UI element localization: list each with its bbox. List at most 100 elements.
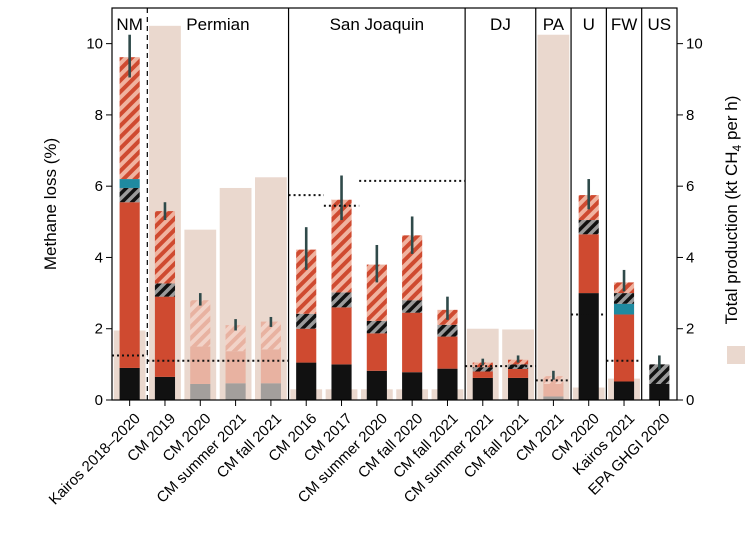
bar-segment-lighthatch xyxy=(190,300,211,347)
y2-tick-label: 2 xyxy=(686,321,694,338)
bar-segment-black xyxy=(331,364,352,400)
methane-bar xyxy=(402,235,423,400)
y2-tick-label: 6 xyxy=(686,178,694,195)
bar-segment-teal xyxy=(119,179,140,188)
bar-segment-blackhatch xyxy=(613,293,635,304)
bar-segment-gray xyxy=(543,396,564,400)
production-bar xyxy=(537,34,570,401)
bar-segment-red xyxy=(154,296,176,377)
bar-segment-redhatch xyxy=(402,235,423,301)
bar-segment-black xyxy=(154,376,176,400)
basin-label: PA xyxy=(543,15,565,34)
y2-tick-label: 8 xyxy=(686,107,694,124)
y-tick-label: 0 xyxy=(95,392,103,409)
basin-label: US xyxy=(648,15,672,34)
y2-axis-title: Total production (kt CH4 per h) xyxy=(722,96,744,325)
axes-layer: 0 2 4 6 8 10 0 2 4 6 8 10 xyxy=(86,36,702,409)
bar-segment-blackhatch xyxy=(119,187,140,203)
bar-segment-red xyxy=(331,307,352,365)
bar-segment-red xyxy=(437,336,458,369)
basin-label: Permian xyxy=(186,15,249,34)
basin-label: San Joaquin xyxy=(330,15,425,34)
bar-segment-black xyxy=(613,381,635,400)
legend-swatch-production xyxy=(727,346,745,364)
methane-bar xyxy=(190,300,211,400)
bar-segment-red xyxy=(508,368,529,378)
bar-segment-red xyxy=(366,333,387,371)
bar-segment-blackhatch xyxy=(402,300,423,313)
methane-bar xyxy=(296,249,317,400)
bar-segment-blackhatch xyxy=(472,367,493,372)
bar-segment-redhatch xyxy=(331,199,352,293)
bar-segment-blackhatch xyxy=(649,364,670,384)
bar-segment-gray xyxy=(225,383,246,400)
basin-label: FW xyxy=(611,15,637,34)
bar-segment-red xyxy=(472,371,493,378)
y2-tick-label: 0 xyxy=(686,392,694,409)
y2-tick-label: 10 xyxy=(686,36,703,53)
bar-segment-blackhatch xyxy=(508,364,529,369)
bar-segment-red xyxy=(296,328,317,363)
bar-segment-black xyxy=(649,383,670,400)
bar-segment-lightred xyxy=(225,351,246,384)
methane-bar xyxy=(472,362,493,400)
bar-segment-red xyxy=(613,314,635,382)
bar-segment-black xyxy=(508,377,529,400)
bar-segment-lightred xyxy=(543,383,564,397)
y-tick-label: 8 xyxy=(95,107,103,124)
bar-segment-redhatch xyxy=(296,249,317,314)
methane-bars-layer xyxy=(119,57,670,400)
bar-segment-red xyxy=(578,234,599,294)
methane-bar xyxy=(154,211,176,400)
methane-bar xyxy=(437,309,458,400)
methane-bar xyxy=(225,325,246,400)
bar-segment-blackhatch xyxy=(154,283,176,297)
y-tick-label: 4 xyxy=(95,249,103,266)
bar-segment-redhatch xyxy=(119,57,140,180)
plot-frame xyxy=(111,7,678,401)
bar-segment-redhatch xyxy=(366,264,387,321)
basin-label: NM xyxy=(116,15,142,34)
bar-segment-gray xyxy=(190,383,211,400)
bar-segment-redhatch xyxy=(154,211,176,284)
bar-segment-lighthatch xyxy=(260,321,281,350)
methane-bar xyxy=(260,321,281,400)
y2-tick-label: 4 xyxy=(686,249,694,266)
methane-bar xyxy=(613,282,635,400)
bar-segment-blackhatch xyxy=(437,324,458,337)
y-tick-label: 2 xyxy=(95,321,103,338)
bar-segment-lighthatch xyxy=(543,376,564,384)
error-bars-layer xyxy=(128,34,661,380)
methane-bar xyxy=(119,57,140,400)
bar-segment-black xyxy=(578,293,599,400)
bar-segment-red xyxy=(119,202,140,368)
methane-bar xyxy=(366,264,387,400)
bar-segment-lighthatch xyxy=(225,325,246,352)
methane-bar xyxy=(649,364,670,400)
bar-segment-teal xyxy=(613,303,635,315)
bar-segment-black xyxy=(296,362,317,400)
reference-lines-layer xyxy=(112,179,642,382)
bar-segment-lightred xyxy=(260,349,281,384)
bar-segment-black xyxy=(366,370,387,400)
bar-segment-red xyxy=(402,312,423,373)
basin-label: DJ xyxy=(490,15,511,34)
bar-segment-blackhatch xyxy=(331,292,352,308)
bar-segment-black xyxy=(472,377,493,400)
bar-segment-blackhatch xyxy=(366,320,387,334)
bar-segment-black xyxy=(402,372,423,400)
plot-frame-layer xyxy=(111,7,678,401)
bar-segment-black xyxy=(437,368,458,400)
bar-segment-blackhatch xyxy=(578,220,599,235)
y-tick-label: 10 xyxy=(86,36,103,53)
bar-segment-blackhatch xyxy=(296,313,317,329)
y-tick-label: 6 xyxy=(95,178,103,195)
y-axis-title: Methane loss (%) xyxy=(41,138,60,270)
methane-bar xyxy=(543,376,564,400)
bar-segment-lightred xyxy=(190,346,211,384)
bar-segment-gray xyxy=(260,383,281,400)
methane-bar xyxy=(578,195,599,400)
